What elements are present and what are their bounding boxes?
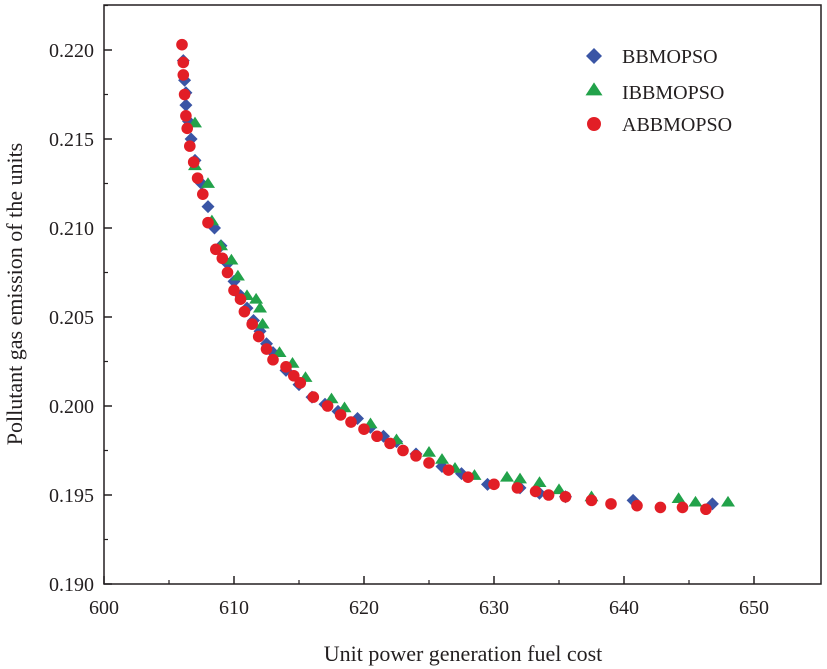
data-point-abbmopso [202,216,214,229]
data-point-abbmopso [294,377,307,389]
data-point-abbmopso [700,503,712,516]
data-point-ibbmopso [255,317,270,329]
y-tick-label: 0.200 [49,396,94,418]
data-point-abbmopso [280,361,292,373]
x-tick-label: 600 [89,597,119,619]
data-point-abbmopso [410,450,422,462]
data-point-abbmopso [260,343,273,355]
data-point-bbmopso [179,98,193,112]
x-tick-label: 630 [479,597,509,619]
data-point-abbmopso [191,172,204,184]
legend-label-abbmopso: ABBMOPSO [622,114,732,136]
data-point-abbmopso [197,188,209,200]
y-tick-label: 0.205 [49,307,94,329]
data-point-abbmopso [184,140,196,152]
data-point-abbmopso [307,391,320,403]
data-point-ibbmopso [513,472,527,484]
data-point-abbmopso [210,243,222,256]
data-point-abbmopso [542,489,555,501]
data-point-abbmopso [181,122,193,135]
data-point-ibbmopso [688,495,703,507]
data-point-abbmopso [216,252,229,265]
data-point-ibbmopso [671,492,686,503]
legend: BBMOPSO IBBMOPSO ABBMOPSO [585,46,732,136]
data-point-abbmopso [177,56,190,69]
data-point-abbmopso [334,409,347,421]
data-point-ibbmopso [721,495,735,507]
data-point-abbmopso [397,444,409,457]
y-tick-label: 0.215 [49,129,94,151]
legend-label-ibbmopso: IBBMOPSO [622,82,724,104]
x-tick-label: 650 [739,597,769,619]
data-point-ibbmopso [532,476,547,487]
series-layer [176,38,735,516]
data-point-abbmopso [267,353,279,366]
data-point-ibbmopso [253,301,267,313]
x-axis-ticks: 600 610 620 630 640 650 [89,576,769,619]
data-point-abbmopso [462,471,474,484]
y-tick-label: 0.195 [49,485,94,507]
data-point-bbmopso [201,200,215,214]
data-point-abbmopso [252,330,265,343]
data-point-abbmopso [246,318,258,330]
data-point-ibbmopso [230,269,245,281]
data-point-abbmopso [631,499,643,512]
series-abbmopso [176,38,712,516]
data-point-abbmopso [358,423,370,435]
data-point-abbmopso [234,293,247,306]
data-point-abbmopso [605,498,617,510]
data-point-abbmopso [345,416,357,428]
data-point-abbmopso [228,284,240,297]
data-point-abbmopso [221,266,234,279]
data-point-abbmopso [585,494,598,507]
data-point-ibbmopso [224,253,239,265]
data-point-abbmopso [442,464,455,476]
data-point-abbmopso [238,305,251,318]
data-point-abbmopso [177,69,190,81]
series-ibbmopso [188,116,735,507]
data-point-ibbmopso [552,483,566,495]
x-axis-title: Unit power generation fuel cost [324,641,603,666]
data-point-abbmopso [423,457,435,469]
x-tick-label: 640 [609,597,639,619]
x-tick-label: 620 [349,597,379,619]
data-point-ibbmopso [272,346,287,358]
x-tick-label: 610 [219,597,249,619]
data-point-ibbmopso [422,445,436,457]
plot-frame [103,4,822,585]
data-point-ibbmopso [435,453,449,464]
data-point-abbmopso [654,501,667,514]
y-axis-ticks: 0.190 0.195 0.200 0.205 0.210 0.215 0.220 [49,4,112,596]
data-point-abbmopso [371,430,383,443]
legend-label-bbmopso: BBMOPSO [622,46,718,68]
data-point-ibbmopso [201,177,215,188]
legend-marker-bbmopso [586,48,602,64]
data-point-abbmopso [511,482,524,494]
data-point-abbmopso [180,110,192,122]
data-point-abbmopso [676,501,689,514]
data-point-abbmopso [384,437,396,450]
data-point-ibbmopso [500,470,514,482]
data-point-ibbmopso [249,292,264,304]
data-point-abbmopso [178,88,191,101]
legend-marker-ibbmopso [585,82,603,96]
data-point-abbmopso [187,156,200,168]
y-tick-label: 0.220 [49,40,94,62]
y-axis-title: Pollutant gas emission of the units [2,143,27,446]
data-point-abbmopso [321,400,334,412]
legend-marker-abbmopso [587,117,601,131]
y-tick-label: 0.210 [49,218,94,240]
data-point-abbmopso [529,485,542,498]
data-point-abbmopso [488,478,500,491]
data-point-abbmopso [559,490,572,503]
data-point-abbmopso [176,38,188,51]
plot-area-border [103,4,822,585]
y-tick-label: 0.190 [49,574,94,596]
